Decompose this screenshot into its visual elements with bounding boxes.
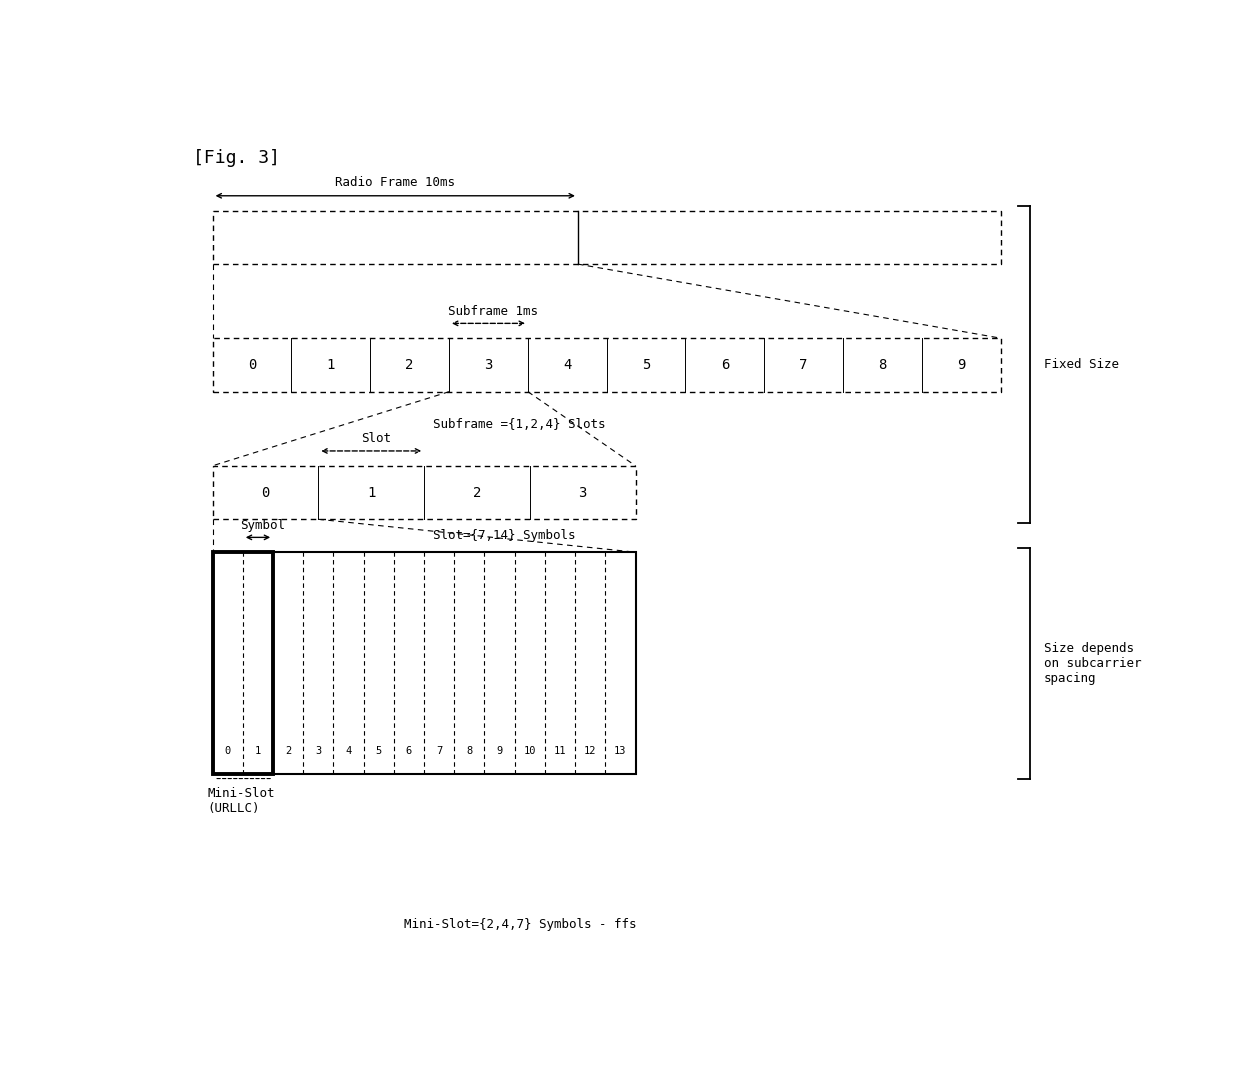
Text: Mini-Slot={2,4,7} Symbols - ffs: Mini-Slot={2,4,7} Symbols - ffs xyxy=(404,918,636,931)
Text: 4: 4 xyxy=(563,358,572,372)
Text: 4: 4 xyxy=(346,746,352,757)
Text: 7: 7 xyxy=(800,358,808,372)
Bar xyxy=(213,553,635,774)
Text: 1: 1 xyxy=(367,485,376,499)
Text: 3: 3 xyxy=(315,746,321,757)
Text: Subframe ={1,2,4} Slots: Subframe ={1,2,4} Slots xyxy=(433,418,605,431)
Text: 2: 2 xyxy=(472,485,481,499)
Text: 0: 0 xyxy=(262,485,270,499)
Text: Radio Frame 10ms: Radio Frame 10ms xyxy=(335,176,455,189)
Text: 7: 7 xyxy=(436,746,443,757)
Text: 0: 0 xyxy=(248,358,257,372)
Text: Size depends
on subcarrier
spacing: Size depends on subcarrier spacing xyxy=(1044,641,1142,685)
Bar xyxy=(213,466,635,520)
Bar xyxy=(213,553,273,774)
Text: Symbol: Symbol xyxy=(241,518,285,531)
Text: [Fig. 3]: [Fig. 3] xyxy=(193,149,280,167)
Text: 12: 12 xyxy=(584,746,596,757)
Text: Fixed Size: Fixed Size xyxy=(1044,358,1118,371)
Text: 9: 9 xyxy=(957,358,966,372)
Text: 8: 8 xyxy=(878,358,887,372)
Text: 9: 9 xyxy=(496,746,502,757)
Text: 11: 11 xyxy=(554,746,567,757)
Text: 8: 8 xyxy=(466,746,472,757)
Text: 3: 3 xyxy=(578,485,587,499)
Text: 1: 1 xyxy=(255,746,262,757)
Text: 13: 13 xyxy=(614,746,626,757)
Text: 5: 5 xyxy=(376,746,382,757)
Text: 2: 2 xyxy=(285,746,291,757)
Text: 6: 6 xyxy=(720,358,729,372)
Bar xyxy=(213,338,1001,391)
Text: 10: 10 xyxy=(523,746,536,757)
Text: 6: 6 xyxy=(405,746,412,757)
Text: Mini-Slot
(URLLC): Mini-Slot (URLLC) xyxy=(208,787,275,815)
Text: 2: 2 xyxy=(405,358,414,372)
Text: 3: 3 xyxy=(485,358,492,372)
Text: Slot={7,14} Symbols: Slot={7,14} Symbols xyxy=(433,529,575,542)
Text: Slot: Slot xyxy=(361,432,391,445)
Bar xyxy=(213,211,1001,264)
Text: Subframe 1ms: Subframe 1ms xyxy=(449,305,538,317)
Text: 0: 0 xyxy=(224,746,231,757)
Text: 1: 1 xyxy=(326,358,335,372)
Text: 5: 5 xyxy=(642,358,650,372)
